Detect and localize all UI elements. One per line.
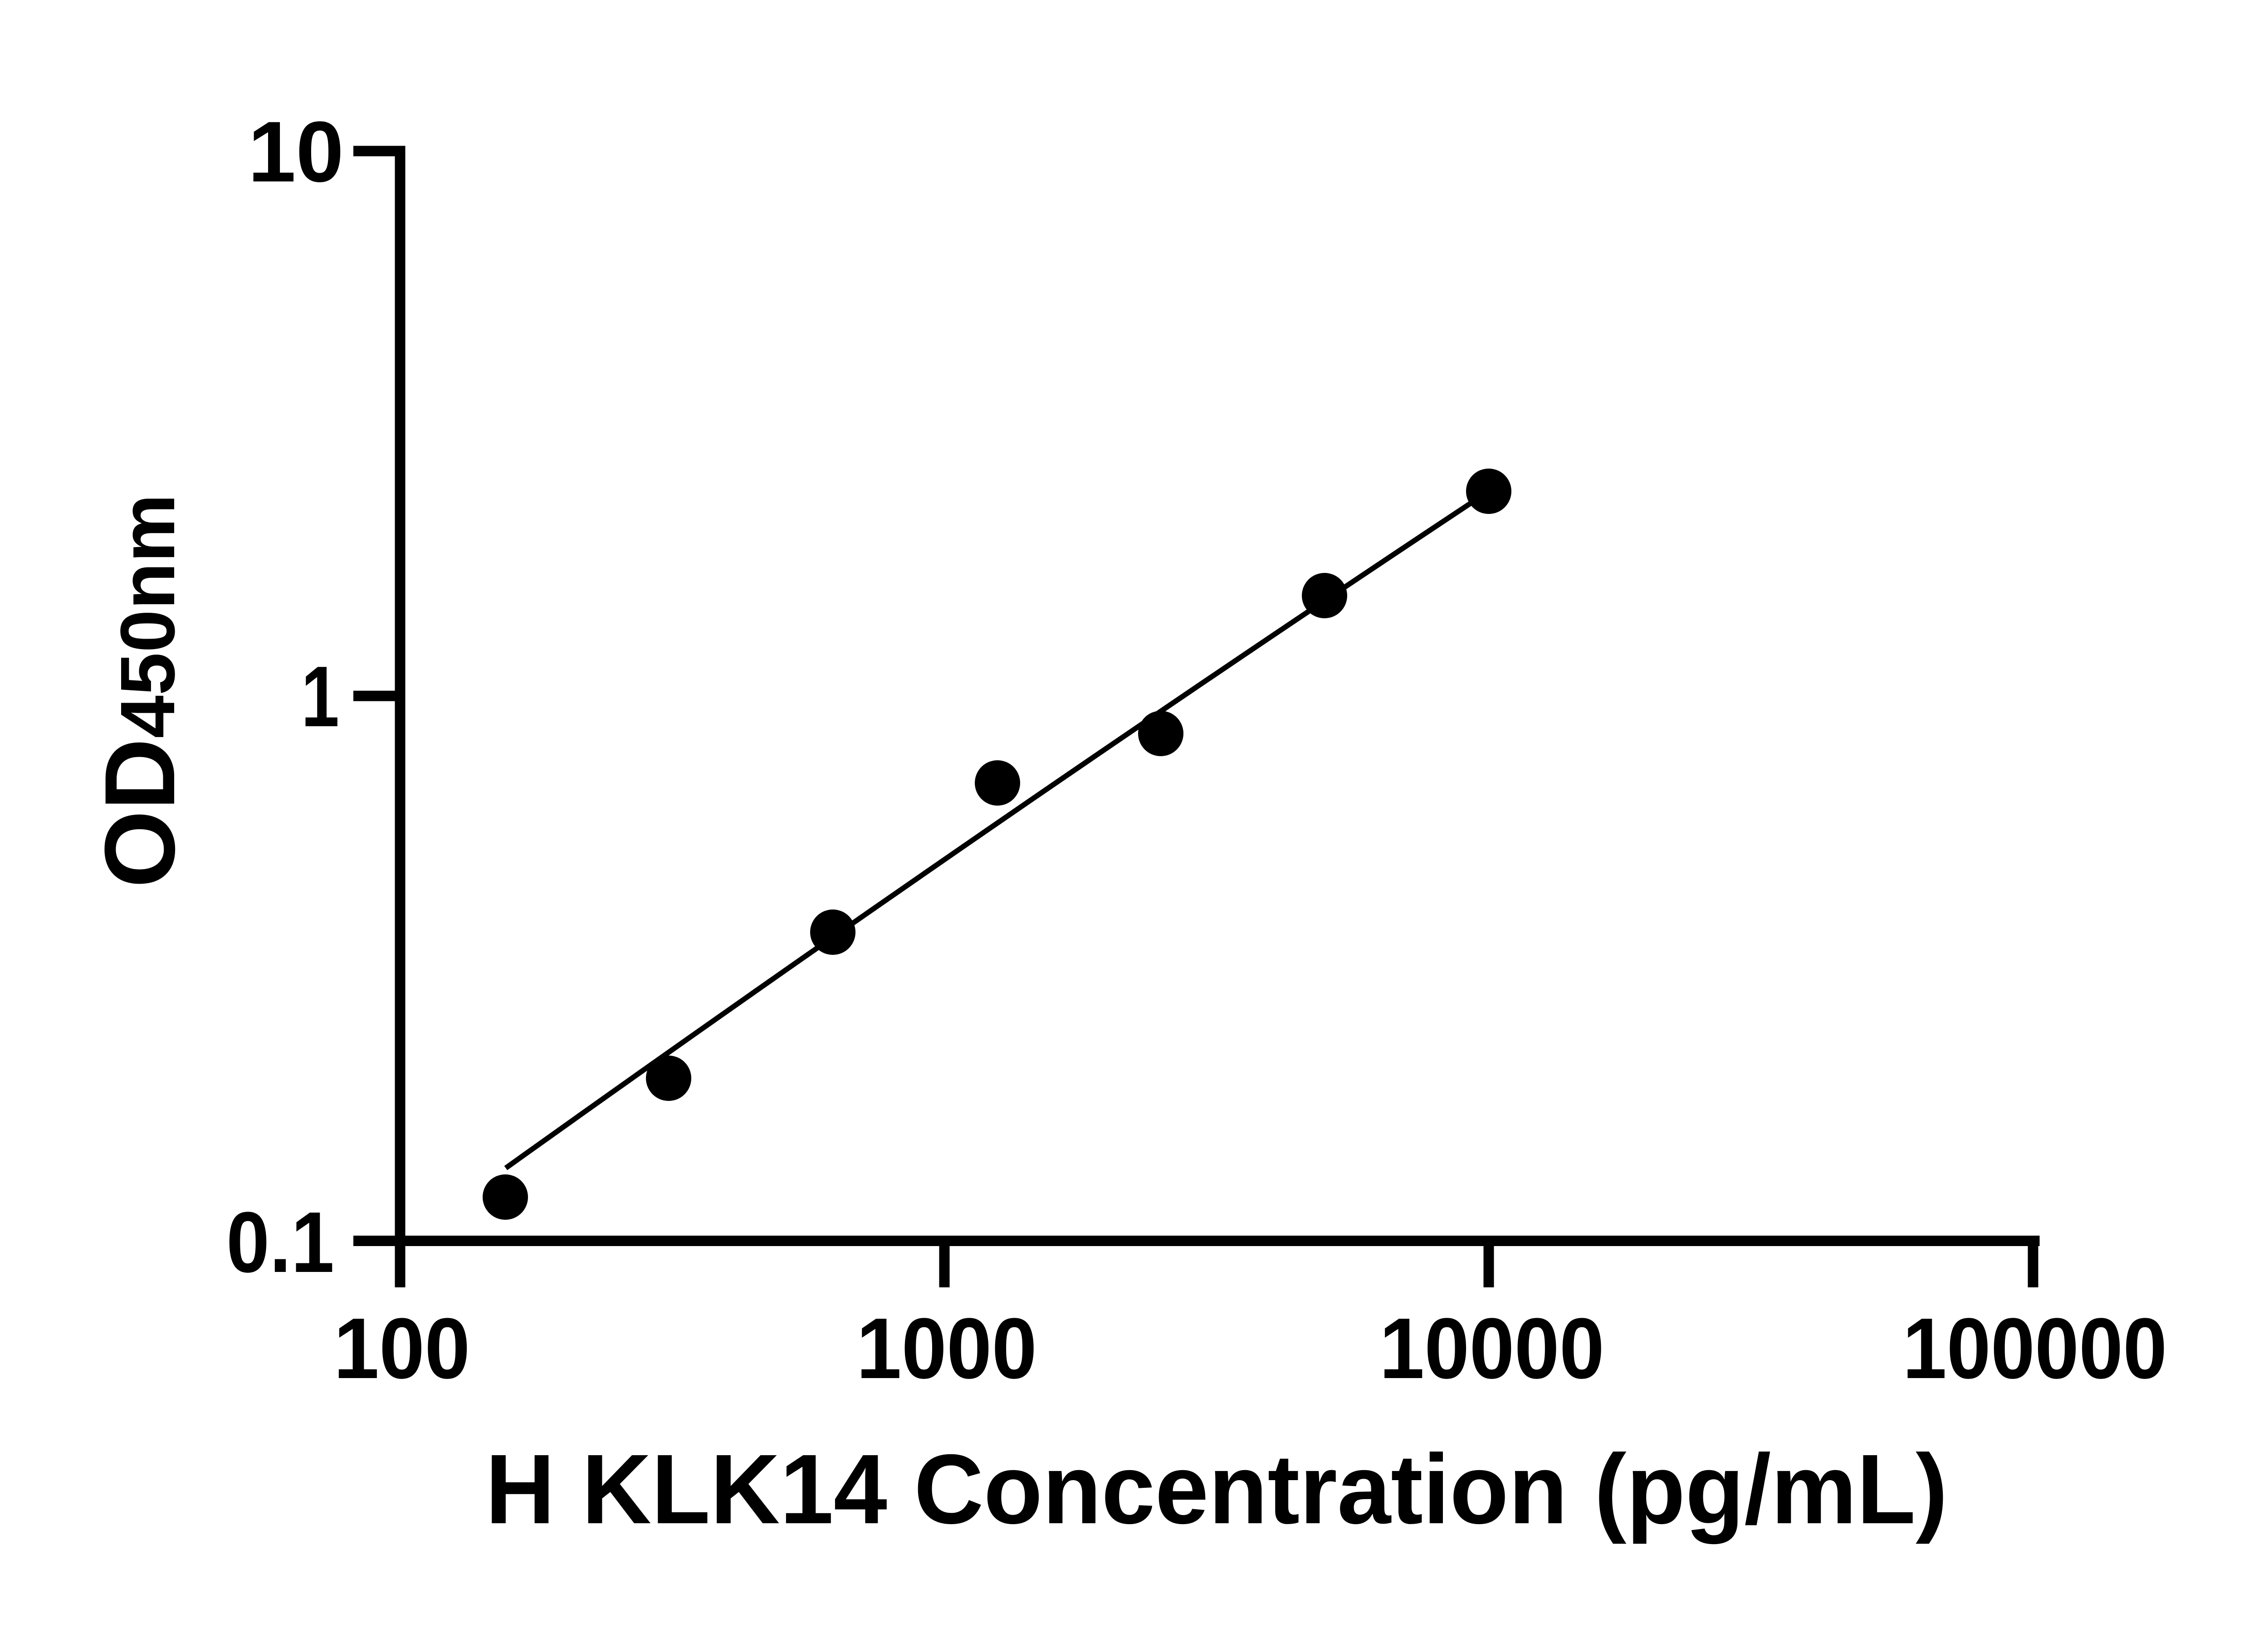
svg-text:100: 100 xyxy=(334,1301,470,1397)
svg-text:10: 10 xyxy=(248,104,344,200)
svg-text:H KLK14 Concentration (pg/mL): H KLK14 Concentration (pg/mL) xyxy=(485,1434,1948,1545)
svg-text:1: 1 xyxy=(301,649,339,745)
svg-text:0.1: 0.1 xyxy=(226,1194,334,1291)
svg-text:10000: 10000 xyxy=(1379,1301,1604,1397)
svg-text:1000: 1000 xyxy=(856,1301,1037,1397)
svg-text:100000: 100000 xyxy=(1903,1301,2167,1397)
